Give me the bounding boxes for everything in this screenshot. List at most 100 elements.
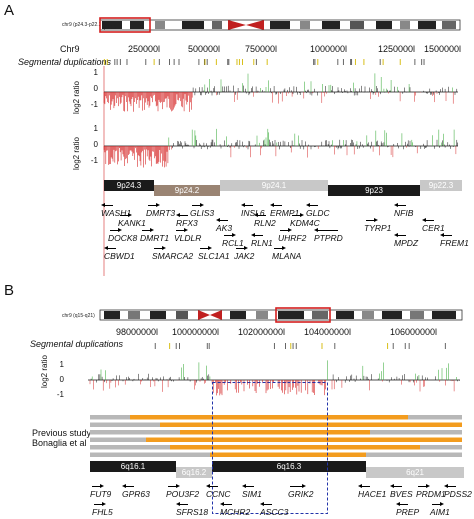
previous-study-deletion xyxy=(180,430,370,435)
gene-sim1: SIM1 xyxy=(242,484,262,499)
panel-a-segdup-label: Segmental duplications xyxy=(18,57,112,67)
panel-b-ytick-m1: -1 xyxy=(56,390,64,399)
gene-cer1: CER1 xyxy=(422,218,445,233)
gene-gpr63: GPR63 xyxy=(122,484,150,499)
panel-b-segdup-track xyxy=(154,343,446,349)
panel-a-ytick-top-1: 1 xyxy=(93,68,98,77)
panel-a-pos-3: 750000l xyxy=(245,44,278,54)
gene-fhl5: FHL5 xyxy=(92,502,113,517)
deletion-region-box xyxy=(212,382,328,514)
gene-pou3f2: POU3F2 xyxy=(166,484,199,499)
panel-b-ytick-0: 0 xyxy=(59,375,64,384)
panel-a-log2-plot-top xyxy=(103,73,458,112)
band-6q16-2: 6q16.2 xyxy=(176,467,212,478)
panel-a-pos-6: 1500000l xyxy=(424,44,462,54)
gene-prdm1: PRDM1 xyxy=(416,484,446,499)
gene-fut9: FUT9 xyxy=(90,484,111,499)
panel-b-pos-4: 104000000l xyxy=(304,327,352,337)
panel-a-log2-plot-bottom xyxy=(103,128,458,168)
panel-b-pos-5: 106000000l xyxy=(390,327,438,337)
gene-grik2: GRIK2 xyxy=(288,484,314,499)
gene-rcl1: RCL1 xyxy=(222,233,244,248)
previous-study-label-1: Previous study xyxy=(32,428,92,438)
gene-frem1: FREM1 xyxy=(440,233,469,248)
gene-rln1: RLN1 xyxy=(251,233,273,248)
band-6q21: 6q21 xyxy=(366,467,464,478)
gene-vldlr: VLDLR xyxy=(174,228,201,243)
panel-b-pos-3: 102000000l xyxy=(238,327,286,337)
band-6q16-3: 6q16.3 xyxy=(212,461,366,472)
gene-mchr2: MCHR2 xyxy=(220,502,250,517)
panel-b-ytick-1: 1 xyxy=(59,360,64,369)
panel-a-ytick-bottom-m1: -1 xyxy=(90,156,98,165)
previous-study-deletion xyxy=(146,437,462,442)
panel-a-pos-4: 1000000l xyxy=(310,44,348,54)
gene-insl6: INSL6 xyxy=(241,203,265,218)
panel-a-ideogram-band-1: p24.3 xyxy=(104,25,117,31)
band-9p22-3: 9p22.3 xyxy=(420,180,462,191)
gene-kdm4c: KDM4C xyxy=(290,213,320,228)
panel-a-ideogram xyxy=(99,17,461,33)
gene-sfrs18: SFRS18 xyxy=(176,502,208,517)
panel-b-log2-label: log2 ratio xyxy=(40,355,49,388)
gene-gldc: GLDC xyxy=(306,203,330,218)
gene-ptprd: PTPRD xyxy=(314,228,343,243)
panel-a-ytick-bottom-0: 0 xyxy=(93,140,98,149)
gene-ermp1: ERMP1 xyxy=(270,203,299,218)
band-9p24-3: 9p24.3 xyxy=(104,180,154,191)
gene-ascc3: ASCC3 xyxy=(260,502,288,517)
gene-dmrt3: DMRT3 xyxy=(146,203,175,218)
gene-ak3: AK3 xyxy=(216,218,232,233)
gene-dmrt1: DMRT1 xyxy=(140,228,169,243)
panel-a-pos-1: 250000l xyxy=(128,44,161,54)
gene-tyrp1: TYRP1 xyxy=(364,218,391,233)
panel-a-pos-5: 1250000l xyxy=(378,44,416,54)
previous-study-deletion xyxy=(170,445,420,450)
panel-a-ytick-top-0: 0 xyxy=(93,84,98,93)
gene-mpdz: MPDZ xyxy=(394,233,418,248)
panel-a-ytick-top-m1: -1 xyxy=(90,100,98,109)
previous-study-deletion xyxy=(210,452,366,457)
gene-rfx3: RFX3 xyxy=(176,213,198,228)
panel-b-pos-1: 98000000l xyxy=(116,327,159,337)
panel-b-ideogram-label: chr9 (q15-q21) xyxy=(62,313,95,319)
panel-a-ideogram-label: chr9 (p24.3-p22.2) xyxy=(62,22,104,28)
gene-jak2: JAK2 xyxy=(234,246,254,261)
previous-study-bars xyxy=(90,415,462,457)
band-9p24-2: 9p24.2 xyxy=(154,185,220,196)
gene-mlana: MLANA xyxy=(272,246,301,261)
panel-b-pos-2: 100000000l xyxy=(172,327,220,337)
gene-pdss2: PDSS2 xyxy=(444,484,472,499)
previous-study-label-2: Bonaglia et al xyxy=(32,438,87,448)
gene-cbwd1: CBWD1 xyxy=(104,246,135,261)
gene-nfib: NFIB xyxy=(394,203,413,218)
previous-study-deletion xyxy=(160,422,462,427)
gene-kank1: KANK1 xyxy=(118,213,146,228)
panel-a-log2-label-top: log2 ratio xyxy=(72,81,81,114)
panel-a-chr-label: Chr9 xyxy=(60,44,80,54)
panel-a-letter: A xyxy=(4,2,15,19)
gene-slc1a1: SLC1A1 xyxy=(198,246,230,261)
band-9p24-1: 9p24.1 xyxy=(220,180,328,191)
gene-rln2: RLN2 xyxy=(254,213,276,228)
panel-a-pos-2: 500000l xyxy=(188,44,221,54)
gene-aim1: AIM1 xyxy=(430,502,450,517)
panel-b-segdup-label: Segmental duplications xyxy=(30,339,124,349)
gene-dock8: DOCK8 xyxy=(108,228,137,243)
panel-a-segdup-track xyxy=(103,59,425,65)
gene-wash1: WASH1 xyxy=(101,203,131,218)
gene-glis3: GLIS3 xyxy=(190,203,214,218)
panel-b-letter: B xyxy=(4,282,15,299)
gene-hace1: HACE1 xyxy=(358,484,386,499)
band-6q16-1: 6q16.1 xyxy=(90,461,176,472)
gene-ccnc: CCNC xyxy=(206,484,231,499)
previous-study-deletion xyxy=(130,415,408,420)
band-9p23: 9p23 xyxy=(328,185,420,196)
panel-b-ideogram xyxy=(99,307,463,323)
gene-uhrf2: UHRF2 xyxy=(278,228,306,243)
gene-smarca2: SMARCA2 xyxy=(152,246,193,261)
panel-a-ytick-bottom-1: 1 xyxy=(93,124,98,133)
panel-a-log2-label-bottom: log2 ratio xyxy=(72,137,81,170)
gene-prep: PREP xyxy=(396,502,419,517)
gene-bves: BVES xyxy=(390,484,413,499)
